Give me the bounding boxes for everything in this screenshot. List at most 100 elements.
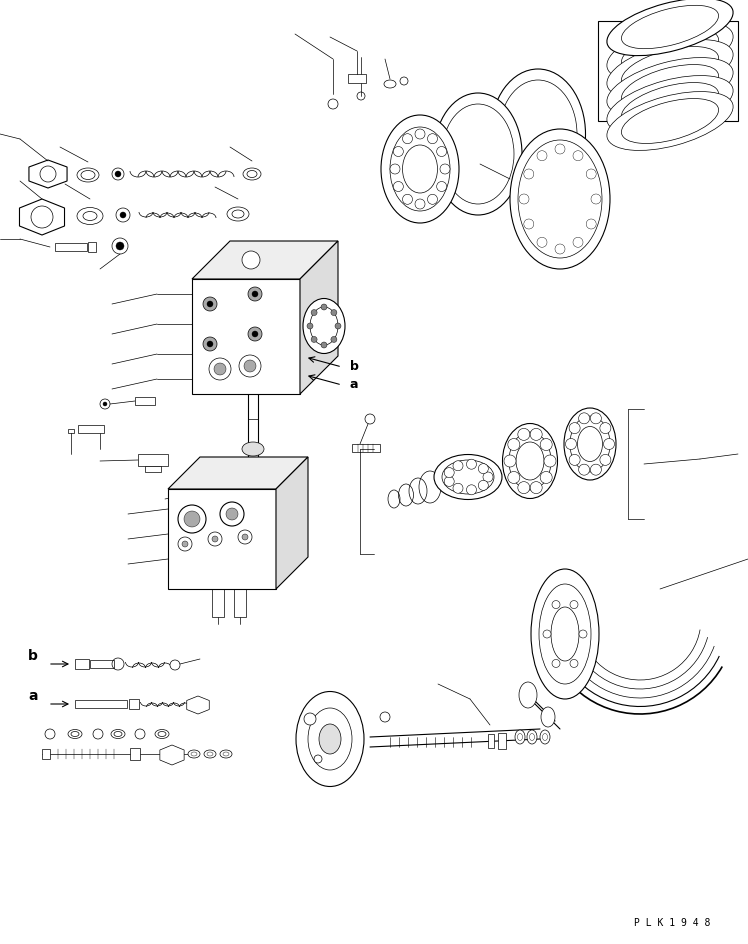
Circle shape (212, 536, 218, 543)
Ellipse shape (518, 429, 530, 441)
Circle shape (321, 343, 327, 348)
Ellipse shape (111, 730, 125, 739)
Ellipse shape (530, 482, 542, 494)
Ellipse shape (437, 182, 447, 193)
Ellipse shape (579, 413, 589, 425)
Polygon shape (300, 242, 338, 395)
Ellipse shape (393, 147, 403, 158)
Ellipse shape (503, 424, 557, 499)
Ellipse shape (537, 152, 547, 161)
Circle shape (328, 100, 338, 110)
Ellipse shape (220, 750, 232, 758)
Circle shape (483, 473, 493, 482)
Ellipse shape (590, 464, 601, 476)
Ellipse shape (524, 170, 534, 179)
Circle shape (242, 252, 260, 270)
Circle shape (207, 302, 213, 308)
Circle shape (252, 331, 258, 338)
Ellipse shape (544, 456, 556, 467)
Ellipse shape (491, 70, 586, 200)
Ellipse shape (564, 409, 616, 480)
Ellipse shape (216, 483, 234, 496)
Ellipse shape (604, 439, 615, 450)
Circle shape (252, 292, 258, 297)
Text: b: b (28, 649, 38, 663)
Circle shape (478, 464, 488, 474)
Ellipse shape (204, 750, 216, 758)
Ellipse shape (579, 464, 589, 476)
Ellipse shape (510, 130, 610, 270)
Circle shape (244, 361, 256, 373)
Ellipse shape (519, 683, 537, 708)
Circle shape (570, 601, 578, 609)
Ellipse shape (607, 41, 733, 99)
Circle shape (112, 239, 128, 255)
Bar (348, 75, 366, 84)
Ellipse shape (393, 182, 403, 193)
Ellipse shape (569, 455, 580, 466)
Bar (90, 660, 114, 668)
Circle shape (552, 660, 560, 667)
Ellipse shape (428, 135, 438, 144)
Circle shape (311, 311, 317, 316)
Circle shape (311, 337, 317, 343)
Ellipse shape (591, 194, 601, 205)
Circle shape (335, 324, 341, 329)
Ellipse shape (188, 750, 200, 758)
Circle shape (103, 402, 107, 407)
Ellipse shape (508, 472, 520, 484)
Circle shape (453, 483, 463, 494)
Ellipse shape (68, 730, 82, 739)
Circle shape (543, 631, 551, 638)
Ellipse shape (565, 439, 577, 450)
Circle shape (112, 169, 124, 181)
Ellipse shape (415, 200, 425, 210)
Bar (488, 734, 494, 749)
Ellipse shape (242, 443, 264, 457)
Circle shape (203, 297, 217, 312)
Circle shape (453, 462, 463, 471)
Ellipse shape (607, 76, 733, 135)
Polygon shape (276, 458, 308, 589)
Polygon shape (29, 160, 67, 189)
Ellipse shape (428, 195, 438, 205)
Ellipse shape (319, 724, 341, 754)
Ellipse shape (607, 59, 733, 117)
Bar (78, 426, 104, 433)
Circle shape (444, 477, 454, 487)
Ellipse shape (590, 413, 601, 425)
Ellipse shape (402, 195, 412, 205)
Ellipse shape (607, 23, 733, 81)
Ellipse shape (573, 238, 583, 248)
Ellipse shape (540, 439, 552, 451)
Circle shape (357, 93, 365, 101)
Ellipse shape (437, 147, 447, 158)
Ellipse shape (540, 472, 552, 484)
Ellipse shape (607, 0, 733, 57)
Circle shape (178, 537, 192, 551)
Ellipse shape (519, 194, 529, 205)
Bar (88, 243, 96, 253)
Bar (145, 466, 161, 473)
Circle shape (467, 485, 476, 496)
Bar (75, 700, 127, 708)
Bar (130, 749, 140, 760)
Ellipse shape (415, 130, 425, 140)
Ellipse shape (402, 135, 412, 144)
Bar (352, 445, 380, 452)
Ellipse shape (243, 169, 261, 181)
Polygon shape (168, 490, 276, 589)
Text: a: a (28, 688, 37, 702)
Bar (55, 244, 87, 252)
Ellipse shape (586, 170, 596, 179)
Polygon shape (160, 745, 184, 766)
Ellipse shape (434, 455, 502, 500)
Text: b: b (350, 360, 359, 373)
Bar (129, 700, 139, 709)
Circle shape (314, 755, 322, 763)
Circle shape (239, 356, 261, 378)
Circle shape (467, 460, 476, 470)
Bar (212, 589, 224, 617)
Ellipse shape (600, 423, 611, 434)
Circle shape (178, 505, 206, 533)
